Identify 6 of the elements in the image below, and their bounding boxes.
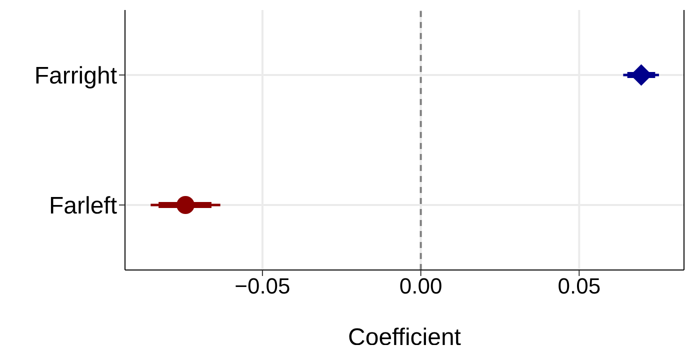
x-tick-label: 0.00	[399, 274, 442, 299]
x-axis-title: Coefficient	[348, 324, 462, 351]
x-tick-label: 0.05	[558, 274, 601, 299]
y-tick-label: Farleft	[48, 192, 118, 220]
y-tick-label: Farright	[34, 62, 118, 90]
x-tick-label: −0.05	[234, 274, 290, 299]
